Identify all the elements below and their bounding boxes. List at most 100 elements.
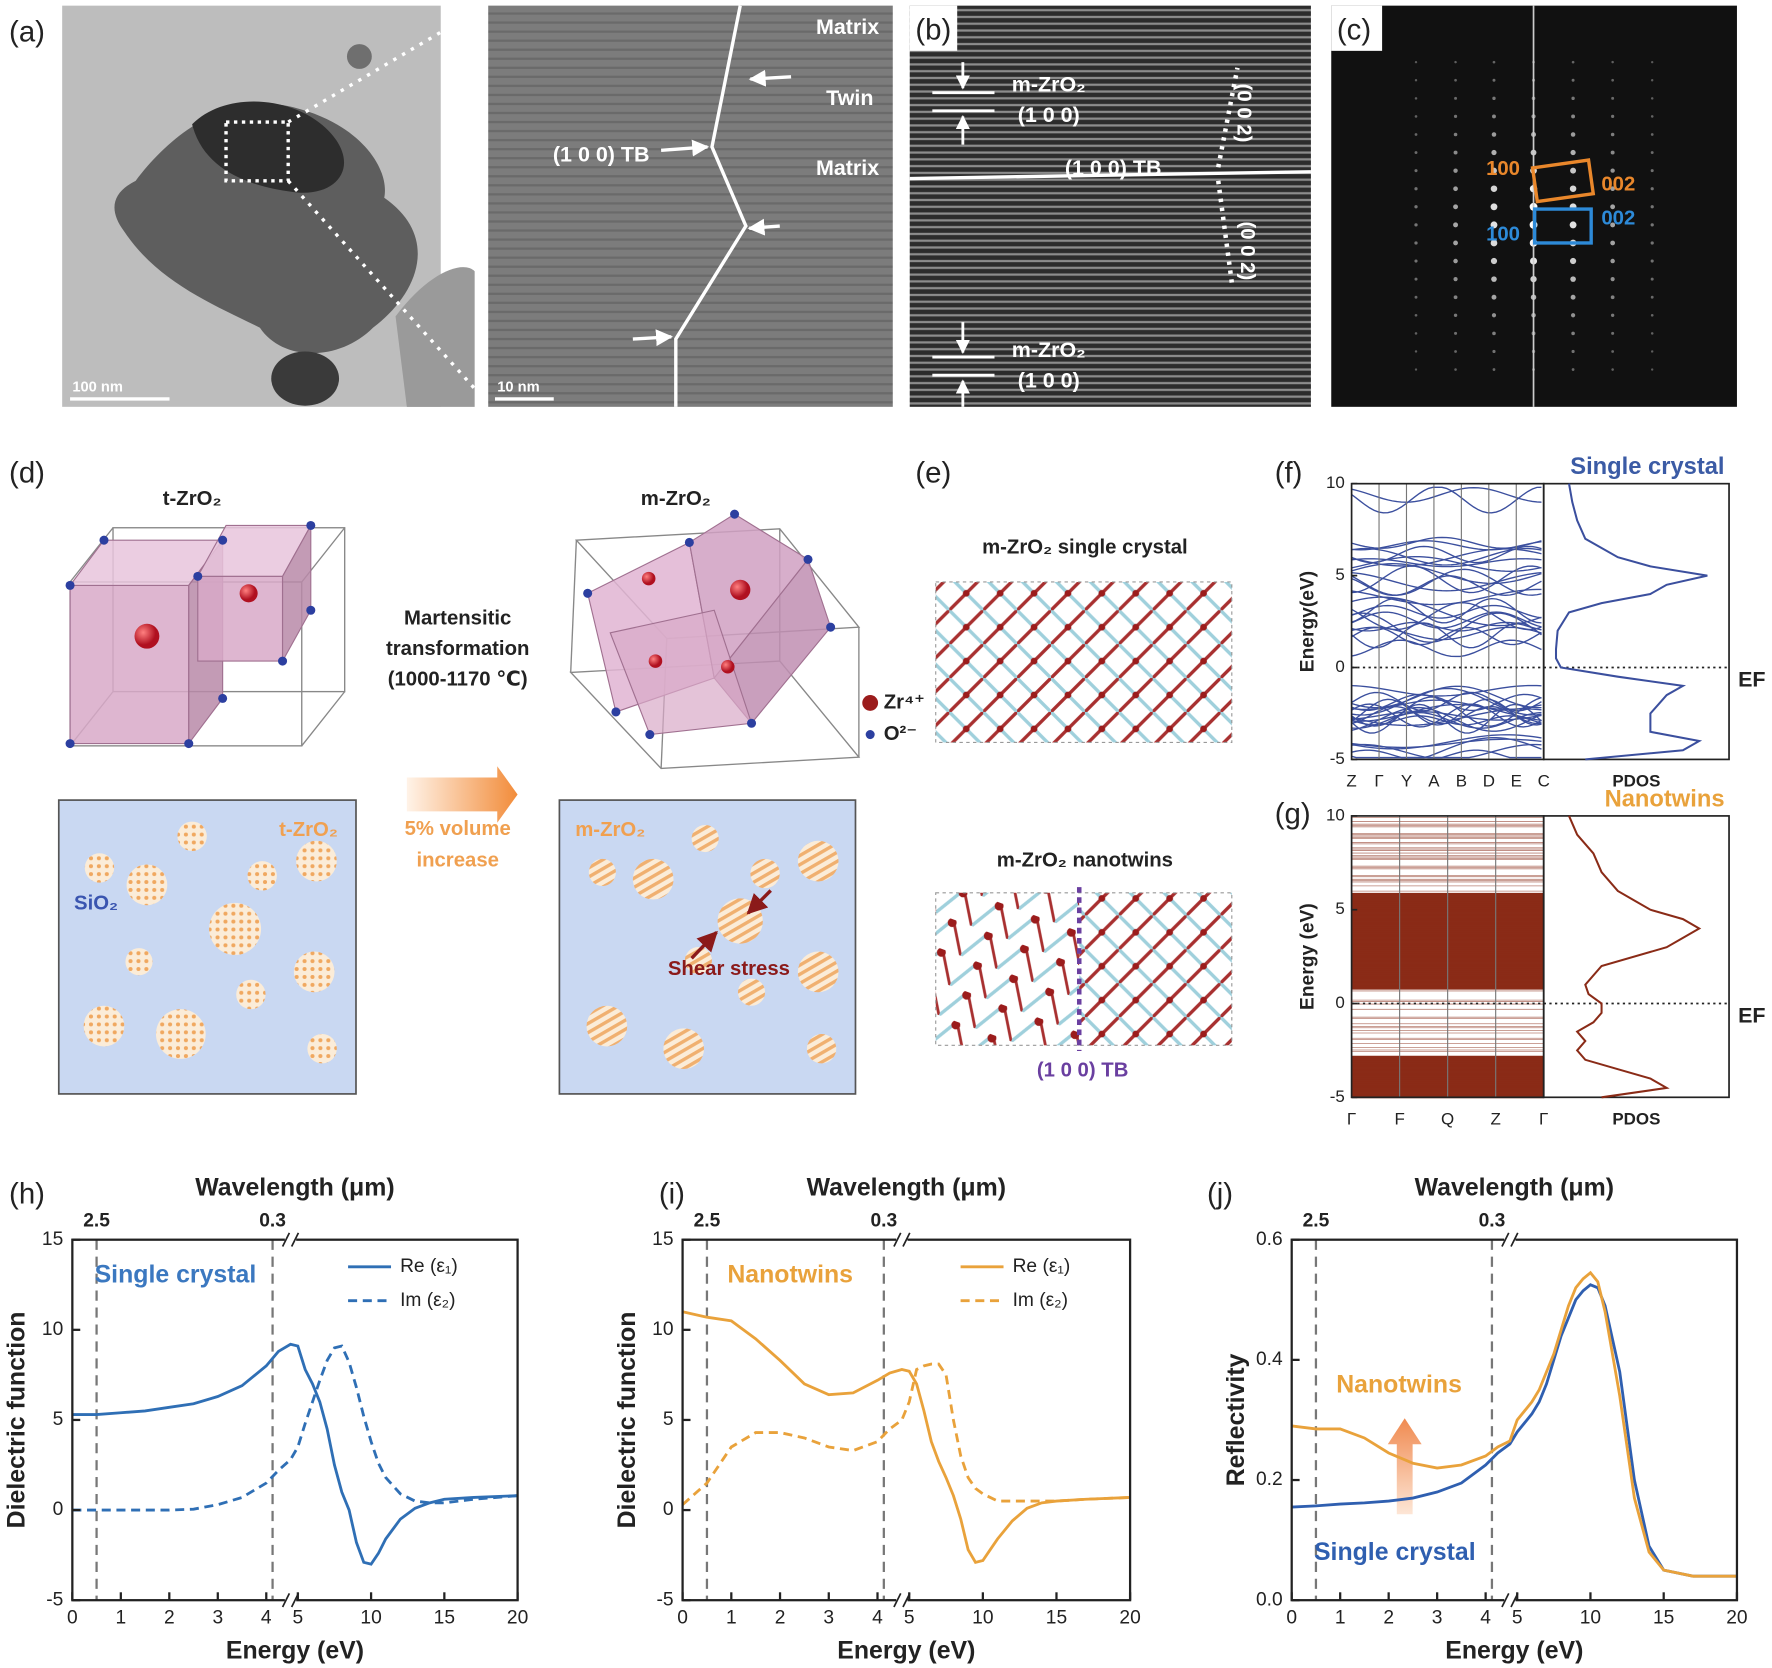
y-tick-label: 5 <box>663 1409 674 1430</box>
fft-spot <box>1571 78 1575 82</box>
fft-spot <box>1414 79 1418 82</box>
axis-break <box>1504 1232 1516 1247</box>
y-tick-label: 0.6 <box>1256 1229 1283 1250</box>
fft-spot <box>1492 60 1496 64</box>
nanoparticle <box>588 858 616 886</box>
fft-spot <box>1611 78 1614 82</box>
x2-tick-label: 2.5 <box>1303 1211 1330 1232</box>
fft-spot <box>1611 96 1615 100</box>
pdos-label: PDOS <box>1612 772 1660 791</box>
band-line <box>1351 622 1542 649</box>
panel-label: (h) <box>9 1177 45 1210</box>
x-tick-label: 3 <box>212 1607 223 1628</box>
y-axis-label: Energy (eV) <box>1298 903 1319 1010</box>
particle <box>271 351 340 406</box>
fft-spot <box>1650 277 1654 281</box>
shear-arrow <box>746 889 772 915</box>
zoom-box <box>224 120 290 183</box>
zoom-line <box>286 179 488 403</box>
fft-spot <box>1570 149 1576 156</box>
y-tick-label: -5 <box>656 1589 673 1610</box>
fft-spot <box>1650 295 1654 299</box>
annotation: Nanotwins <box>1336 1370 1462 1398</box>
x-tick-label: 10 <box>360 1607 381 1628</box>
fft-spot <box>1492 96 1496 100</box>
label: Zr⁴⁺ <box>884 691 925 713</box>
fft-spot <box>1571 114 1576 119</box>
label: m-ZrO₂ <box>1012 338 1086 362</box>
fft-spot <box>1414 368 1418 371</box>
fft-spot <box>1610 204 1616 210</box>
label: (1 0 0) TB <box>553 143 650 167</box>
indexing-box <box>1530 158 1596 204</box>
annotation: Shear stress <box>668 958 790 980</box>
fft-spot <box>1610 168 1615 173</box>
band-line <box>1351 547 1542 566</box>
fft-spot <box>1453 132 1458 137</box>
y-tick-label: 5 <box>1335 899 1344 918</box>
fft-spot <box>1490 239 1498 247</box>
x-tick-label: 5 <box>1512 1607 1523 1628</box>
band-line <box>1351 604 1542 619</box>
y-tick-label: 0.2 <box>1256 1469 1283 1490</box>
decoration <box>57 4 1737 1515</box>
x-tick-label: E <box>1511 772 1522 791</box>
x-tick-label: A <box>1428 772 1440 791</box>
panel-title: Nanotwins <box>1605 786 1725 812</box>
fft-spot <box>1414 223 1418 227</box>
nanoparticle <box>236 979 266 1010</box>
fft-spot <box>1570 167 1577 174</box>
fft-spot <box>1414 205 1418 209</box>
band-line <box>1351 558 1542 568</box>
fft-spot <box>1492 114 1496 119</box>
band-line <box>1351 568 1542 596</box>
nanoparticle <box>177 821 207 851</box>
x-tick-label: Z <box>1490 1109 1500 1128</box>
fft-spot <box>1650 151 1654 155</box>
fft-spot <box>1453 150 1458 155</box>
y-tick-label: 15 <box>652 1229 673 1250</box>
fft-spot <box>1650 205 1654 209</box>
fft-spot <box>1453 168 1458 173</box>
y-tick-label: 0 <box>1335 657 1344 676</box>
fft-spot <box>1611 60 1614 64</box>
annotation: t-ZrO₂ <box>279 819 338 841</box>
band-lines <box>1351 486 1542 759</box>
x-tick-label: Γ <box>1347 1109 1356 1128</box>
fft-spot <box>1650 79 1654 82</box>
label: (1000-1170 ℃) <box>388 669 528 691</box>
nanoparticle <box>84 853 115 883</box>
axis-break <box>893 1593 902 1608</box>
fft-spot <box>1490 257 1498 265</box>
fft-spot <box>1453 222 1459 228</box>
fft-spot <box>1491 294 1497 300</box>
fft-spot <box>1454 96 1458 100</box>
legend-label: Re (ε₁) <box>400 1256 458 1277</box>
fft-spot <box>1492 331 1496 336</box>
arrow <box>747 218 780 236</box>
y-tick-label: 5 <box>1335 565 1344 584</box>
x-tick-label: 1 <box>726 1607 737 1628</box>
fft-spot <box>1453 313 1458 317</box>
nanoparticle <box>293 951 335 993</box>
label: (b) <box>915 13 951 46</box>
axis-break <box>1510 1232 1519 1247</box>
annotation: 002 <box>1601 208 1635 230</box>
x-tick-label: 20 <box>507 1607 528 1628</box>
x-tick-label: 1 <box>115 1607 126 1628</box>
y-axis-label: Dielectric function <box>3 1312 31 1529</box>
label: Matrix <box>816 156 879 180</box>
zr-atoms <box>134 571 751 674</box>
pdos-frame <box>1542 815 1730 1099</box>
x-tick-label: 15 <box>434 1607 455 1628</box>
band-line <box>1351 597 1542 624</box>
y-tick-label: -5 <box>1330 1087 1345 1106</box>
fft-spot <box>1650 187 1654 191</box>
annotation: 002 <box>1601 174 1635 196</box>
fft-spot <box>1571 368 1575 371</box>
fft-spot <box>1610 222 1616 228</box>
series-line <box>681 1362 1131 1506</box>
series-line <box>72 1344 518 1512</box>
fft-spot <box>1611 331 1615 335</box>
band-line <box>1351 703 1542 722</box>
